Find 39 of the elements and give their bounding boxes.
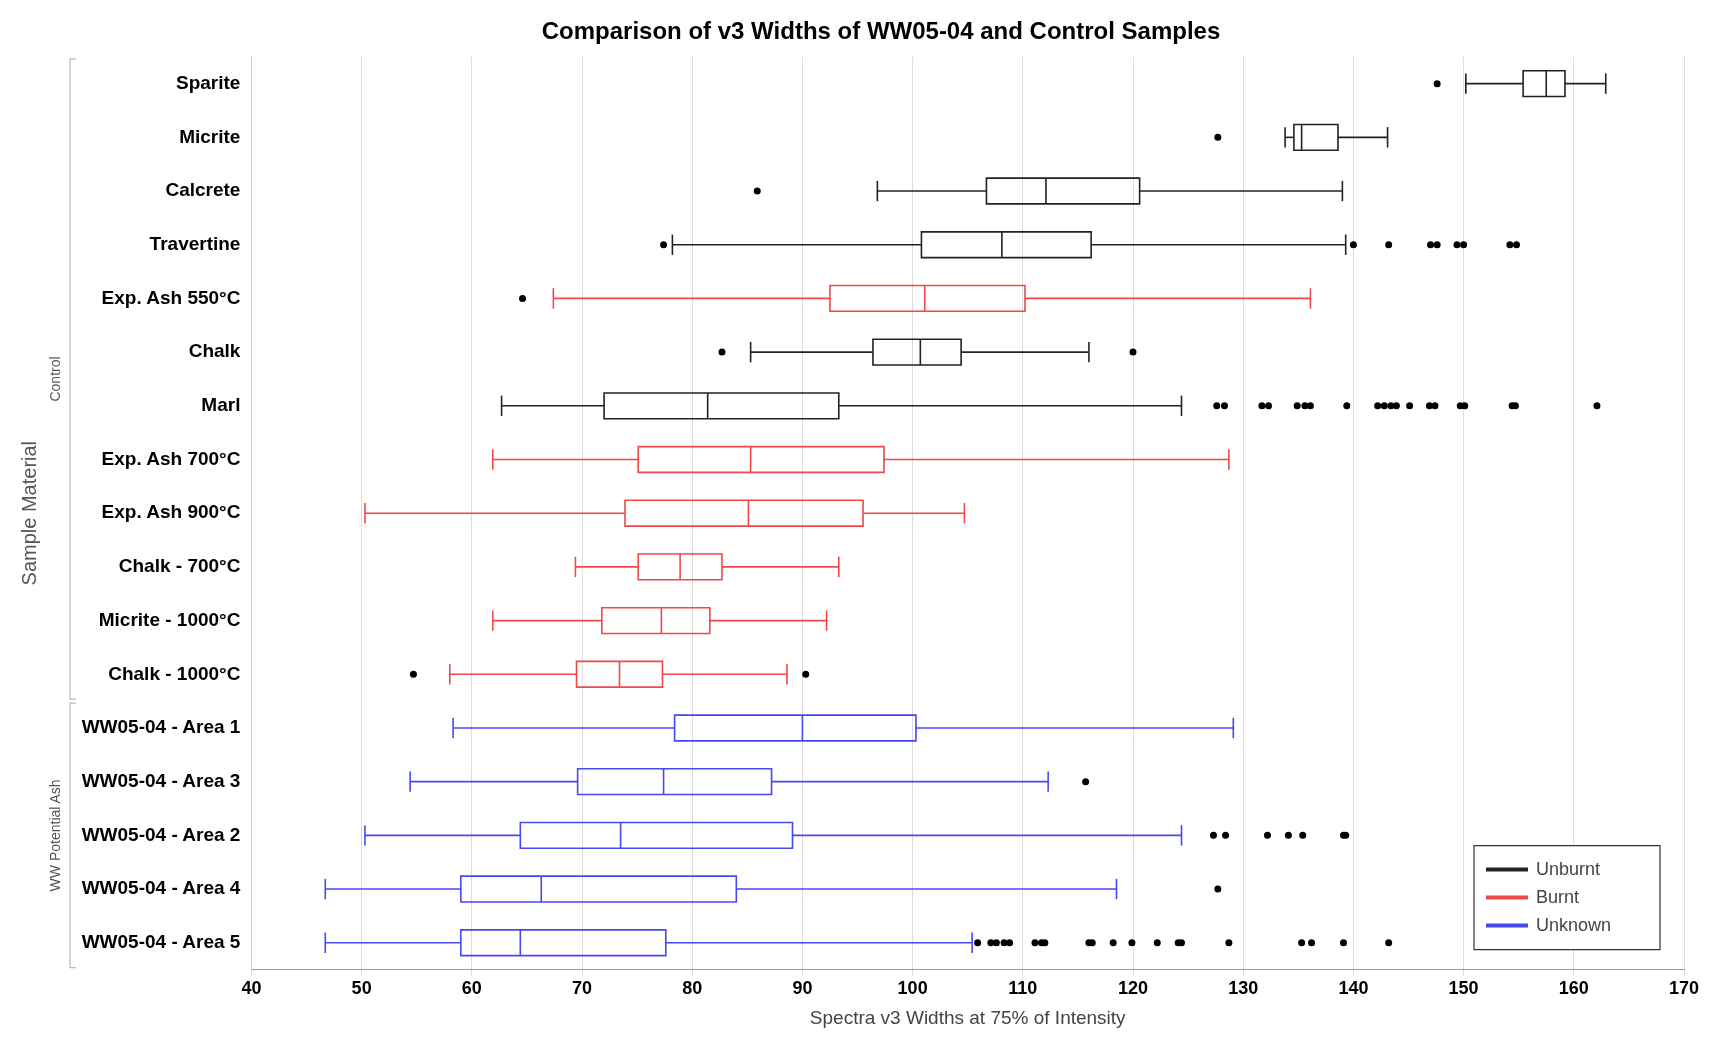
text: Control — [47, 356, 63, 402]
y-tick-label: Micrite — [179, 125, 241, 147]
x-tick-label: 130 — [1228, 978, 1259, 999]
x-tick-label: 40 — [241, 978, 262, 999]
x-tick-label: 110 — [1008, 978, 1038, 999]
y-tick-label: Exp. Ash 900°C — [101, 501, 241, 523]
y-tick-label: Calcrete — [165, 179, 241, 201]
y-tick-label: WW05-04 - Area 4 — [81, 877, 241, 899]
y-tick-label: Chalk — [188, 340, 241, 362]
x-tick-label: 80 — [682, 978, 703, 999]
x-tick-label: 50 — [351, 978, 372, 999]
legend-label: Unburnt — [1536, 858, 1601, 879]
x-axis-title: Spectra v3 Widths at 75% of Intensity — [809, 1006, 1127, 1028]
y-tick-label: Marl — [201, 394, 241, 416]
x-tick-label: 140 — [1338, 978, 1369, 999]
x-tick-label: 160 — [1558, 978, 1589, 999]
y-tick-label: WW05-04 - Area 3 — [81, 769, 241, 791]
x-tick-label: 70 — [572, 978, 593, 999]
x-tick-label: 100 — [897, 978, 928, 999]
x-tick-label: 150 — [1448, 978, 1479, 999]
legend-label: Unknown — [1536, 914, 1612, 935]
y-tick-label: WW05-04 - Area 2 — [81, 823, 241, 845]
x-tick-label: 120 — [1117, 978, 1149, 999]
y-tick-label: WW05-04 - Area 5 — [81, 930, 241, 952]
y-tick-label: Exp. Ash 700°C — [101, 447, 241, 469]
text: WW Potential Ash — [47, 779, 63, 892]
y-tick-label: Micrite - 1000°C — [98, 608, 241, 630]
y-tick-label: Chalk - 1000°C — [108, 662, 241, 684]
x-tick-label: 60 — [461, 978, 482, 999]
y-tick-label: Sparite — [176, 71, 241, 93]
chart-title: Comparison of v3 Widths of WW05-04 and Control Samples — [541, 17, 1221, 45]
x-tick-label: 170 — [1668, 978, 1700, 999]
legend-label: Burnt — [1536, 886, 1580, 907]
y-axis-title: Sample Material — [18, 440, 40, 586]
y-tick-label: Chalk - 700°C — [118, 555, 241, 577]
y-tick-label: WW05-04 - Area 1 — [81, 716, 241, 738]
y-tick-label: Travertine — [149, 232, 241, 254]
x-tick-label: 90 — [792, 978, 813, 999]
y-tick-label: Exp. Ash 550°C — [101, 286, 241, 308]
